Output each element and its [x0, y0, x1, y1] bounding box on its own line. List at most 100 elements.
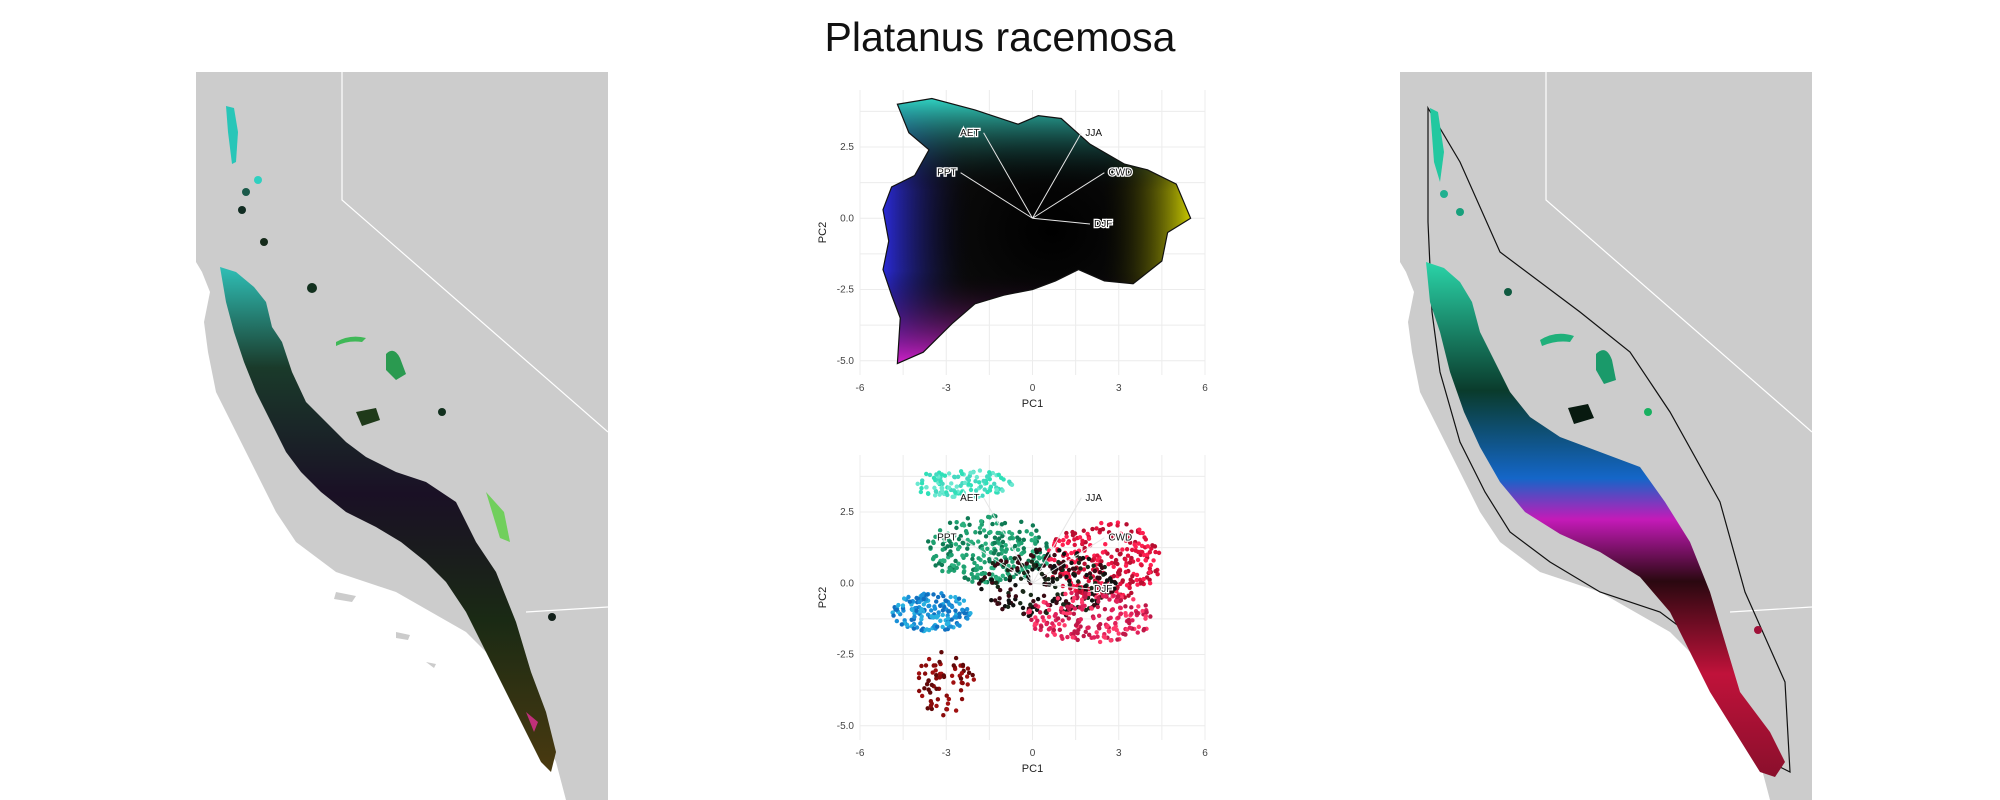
scatter-point	[934, 676, 939, 681]
scatter-point	[945, 616, 951, 621]
scatter-point	[1134, 577, 1139, 583]
scatter-point	[1071, 611, 1077, 617]
y-tick-label: 2.5	[840, 142, 854, 153]
scatter-point	[1083, 595, 1088, 600]
scatter-point	[1080, 607, 1085, 612]
scatter-point	[942, 473, 948, 478]
scatter-point	[1057, 627, 1063, 633]
scatter-point	[968, 487, 974, 493]
scatter-point	[1033, 626, 1038, 632]
scatter-point	[968, 470, 973, 475]
scatter-point	[1136, 549, 1141, 555]
scatter-point	[992, 481, 997, 487]
scatter-point	[953, 655, 959, 661]
scatter-point	[1040, 615, 1045, 620]
scatter-point	[1050, 576, 1056, 581]
scatter-point	[940, 568, 945, 574]
y-tick-label: -5.0	[837, 356, 855, 367]
scatter-point	[1148, 614, 1153, 619]
scatter-point	[1107, 590, 1112, 595]
scatter-point	[906, 594, 911, 600]
scatter-point	[978, 519, 984, 524]
y-tick-label: -2.5	[837, 285, 855, 296]
scatter-point	[1086, 578, 1091, 584]
scatter-point	[960, 540, 965, 545]
scatter-point	[1009, 482, 1015, 487]
scatter-point	[995, 601, 1000, 607]
scatter-point	[1108, 638, 1113, 643]
scatter-point	[1008, 555, 1013, 561]
scatter-point	[964, 607, 970, 612]
scatter-point	[946, 620, 951, 626]
scatter-point	[1115, 523, 1120, 528]
scatter-point	[950, 494, 955, 500]
x-tick-label: -6	[856, 748, 865, 759]
scatter-point	[948, 624, 954, 629]
scatter-point	[1123, 610, 1128, 616]
scatter-point	[1148, 562, 1153, 568]
scatter-point	[988, 484, 994, 490]
scatter-point	[951, 680, 956, 685]
scatter-point	[1111, 564, 1116, 569]
scatter-point	[945, 701, 951, 706]
scatter-point	[1024, 529, 1029, 534]
scatter-point	[1033, 603, 1038, 608]
scatter-point	[1055, 596, 1061, 601]
scatter-point	[929, 614, 934, 619]
scatter-point	[964, 530, 969, 536]
scatter-point	[961, 523, 967, 528]
scatter-point	[940, 489, 945, 494]
scatter-point	[918, 489, 924, 495]
hull-gradient-y	[883, 98, 1191, 364]
scatter-point	[980, 493, 985, 498]
loading-vector-cwd	[1032, 172, 1105, 219]
scatter-point	[1050, 567, 1055, 572]
scatter-point	[985, 514, 991, 520]
scatter-point	[965, 495, 970, 500]
scatter-point	[978, 565, 984, 571]
scatter-point	[1021, 549, 1027, 555]
scatter-point	[976, 480, 982, 485]
scatter-point	[1072, 606, 1078, 611]
scatter-point	[1000, 573, 1005, 579]
scatter-point	[1144, 610, 1149, 615]
scatter-point	[929, 701, 934, 706]
scatter-point	[940, 608, 946, 613]
scatter-point	[1109, 579, 1114, 584]
scatter-point	[1060, 542, 1065, 548]
scatter-point	[981, 553, 986, 558]
scatter-point	[1015, 547, 1021, 552]
scatter-point	[958, 688, 964, 693]
scatter-point	[945, 544, 950, 549]
scatter-point	[1141, 576, 1146, 582]
scatter-point	[983, 534, 989, 539]
scatter-point	[1027, 608, 1032, 613]
scatter-point	[1000, 539, 1006, 545]
scatter-point	[1018, 576, 1024, 581]
scatter-point	[1118, 598, 1124, 603]
scatter-point	[1078, 566, 1083, 571]
scatter-point	[1141, 626, 1147, 632]
scatter-point	[1044, 544, 1049, 549]
scatter-point	[1061, 551, 1067, 557]
scatter-point	[909, 617, 914, 622]
state-border	[1545, 72, 1812, 433]
scatter-point	[1045, 633, 1050, 638]
y-tick-label: -5.0	[837, 721, 855, 732]
scatter-point	[1091, 615, 1096, 621]
scatter-point	[1145, 544, 1151, 549]
scatter-point	[962, 480, 968, 485]
scatter-point	[1090, 526, 1095, 532]
vector-label-jja: JJA	[1085, 493, 1102, 504]
scatter-point	[927, 472, 933, 478]
scatter-point	[941, 673, 947, 678]
scatter-point	[941, 593, 946, 599]
scatter-point	[954, 520, 959, 525]
scatter-point	[979, 522, 984, 527]
scatter-point	[1109, 534, 1114, 540]
scatter-point	[1072, 537, 1077, 542]
x-tick-label: 0	[1030, 383, 1036, 394]
scatter-point	[1117, 551, 1122, 557]
scatter-point	[1041, 618, 1047, 623]
scatter-point	[1120, 578, 1125, 583]
